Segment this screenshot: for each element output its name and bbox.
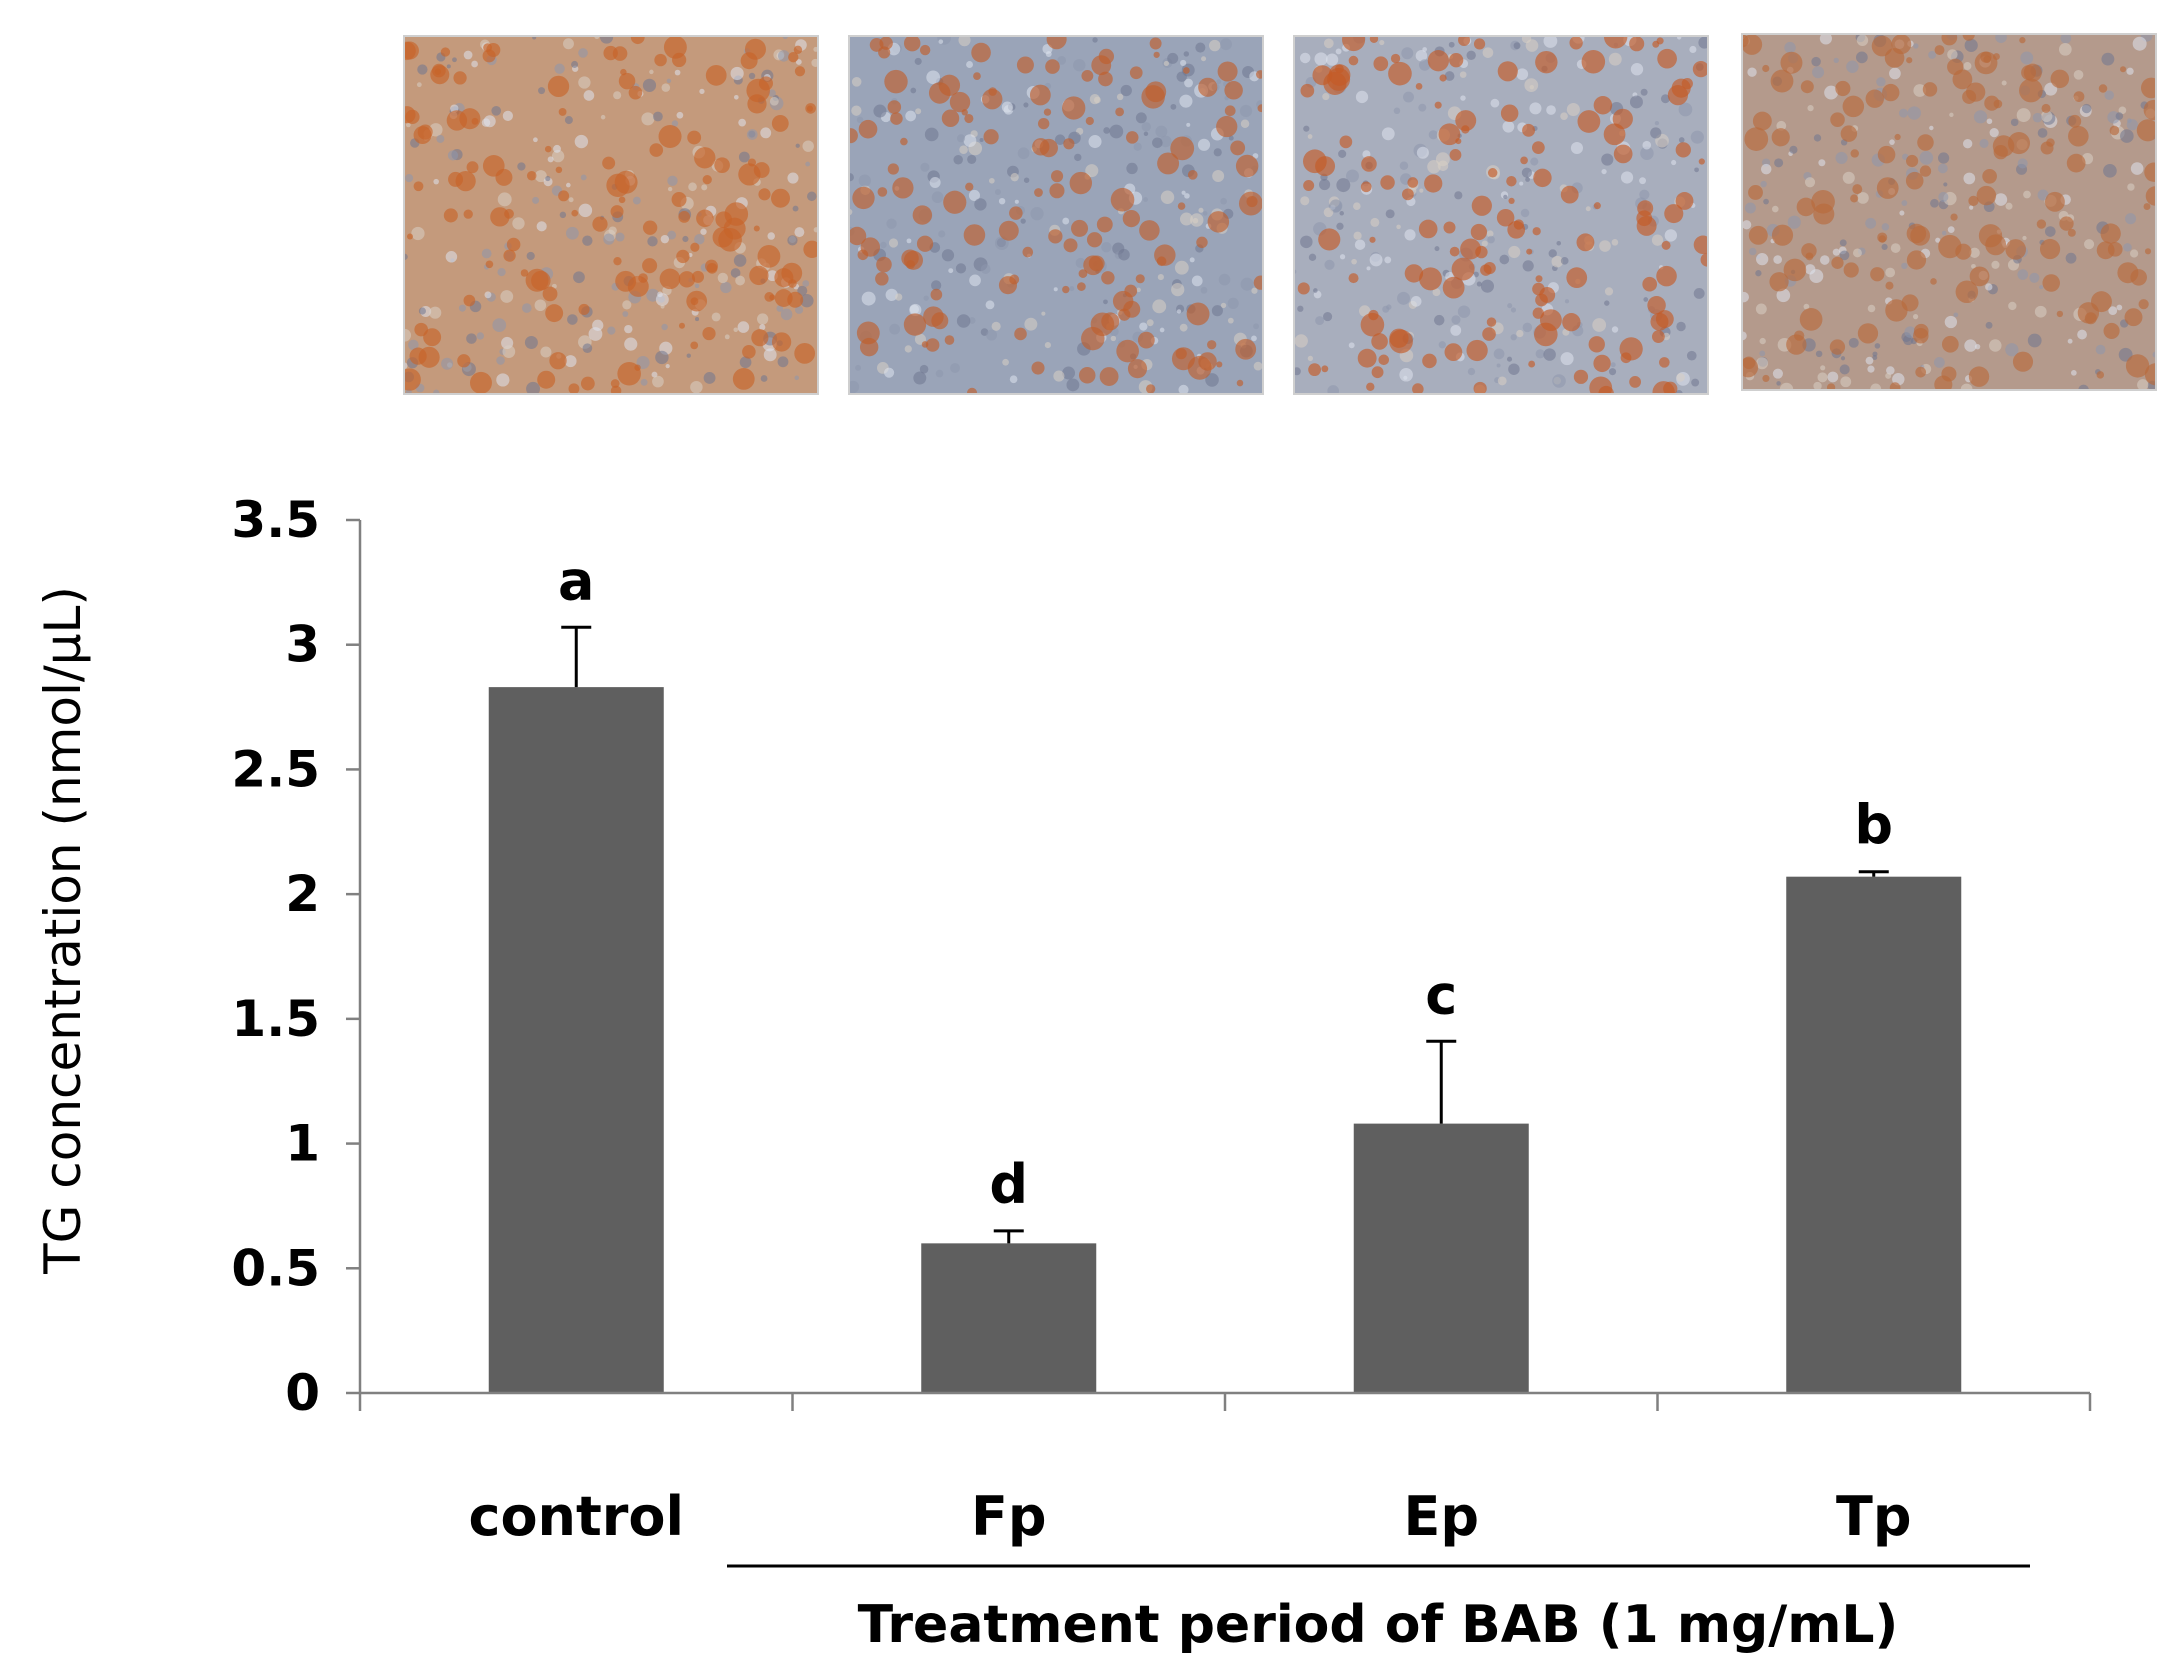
bar-chart: TG concentration (nmol/μL) a d c b 0 0.5 1 1.5…: [34, 491, 2092, 1655]
micrograph-texture-fp: [849, 36, 1263, 394]
bar-fp: [921, 1243, 1097, 1393]
micrograph-texture-tp: [1742, 34, 2156, 390]
significance-label-ep: c: [1425, 963, 1457, 1026]
category-label-control: control: [468, 1485, 684, 1548]
micrograph-texture-control: [404, 36, 818, 394]
y-tick-label: 1.5: [231, 990, 320, 1048]
y-tick-label: 2: [285, 865, 320, 923]
y-tick-label: 3.5: [231, 491, 320, 549]
significance-label-control: a: [558, 549, 594, 612]
bar-control: [488, 687, 664, 1393]
y-tick-label: 0.5: [231, 1239, 320, 1297]
significance-label-fp: d: [989, 1153, 1028, 1216]
micrograph-texture-ep: [1294, 36, 1708, 394]
micrograph-row: [403, 33, 2157, 395]
category-label-fp: Fp: [971, 1485, 1047, 1548]
y-tick-label: 2.5: [231, 740, 320, 798]
category-label-tp: Tp: [1836, 1485, 1912, 1548]
y-axis-title: TG concentration (nmol/μL): [34, 586, 92, 1275]
y-tick-label: 0: [285, 1364, 320, 1422]
y-tick-label: 3: [285, 616, 320, 674]
y-tick-label: 1: [285, 1115, 320, 1173]
significance-label-tp: b: [1854, 794, 1893, 857]
bar-tp: [1786, 876, 1962, 1393]
treatment-group-label: Treatment period of BAB (1 mg/mL): [858, 1595, 1899, 1655]
category-label-ep: Ep: [1403, 1485, 1479, 1548]
bar-ep: [1353, 1123, 1529, 1393]
